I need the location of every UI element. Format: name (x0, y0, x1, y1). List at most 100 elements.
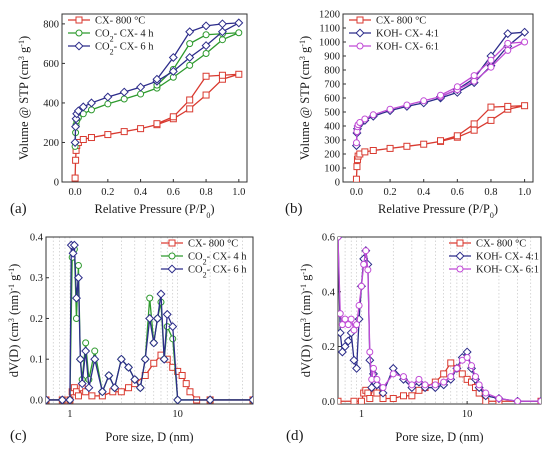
y-axis-label: dV(D) (cm3 (nm)-1 g-1) (299, 264, 314, 378)
y-tick-label: 1000 (319, 38, 340, 49)
data-point (159, 354, 169, 364)
data-point (415, 375, 423, 383)
data-point (470, 126, 478, 134)
x-tick-label: 0.2 (384, 187, 397, 198)
data-point (364, 266, 372, 274)
data-point (57, 395, 67, 404)
data-point (136, 82, 146, 92)
data-point (437, 137, 445, 145)
data-point (341, 315, 349, 323)
data-point (140, 354, 150, 364)
x-tick-label: 10 (462, 409, 473, 420)
data-point (503, 29, 513, 39)
data-point (453, 364, 461, 372)
data-point (72, 314, 80, 322)
data-point (463, 353, 471, 361)
y-tick-label: 800 (324, 66, 340, 77)
data-point (81, 346, 91, 356)
data-point (521, 102, 529, 110)
data-point (110, 383, 120, 393)
data-point (437, 91, 445, 99)
series-2 (338, 237, 541, 404)
data-point (338, 397, 342, 404)
x-axis-label: Relative Pressure (P/P0) (95, 202, 215, 220)
legend: CX- 800 °C KOH- CX- 4:1 KOH- CX- 6:1 (349, 16, 439, 53)
data-point (71, 293, 81, 303)
x-tick-label: 0.6 (167, 187, 180, 198)
data-point (347, 315, 355, 323)
data-point (153, 120, 161, 128)
data-point (119, 87, 129, 97)
data-point (186, 105, 194, 113)
data-point (475, 381, 483, 389)
data-point (447, 373, 455, 381)
y-axis-label: Volume @ STP (cm3 g-1) (298, 36, 313, 160)
data-point (173, 395, 183, 404)
data-point (152, 74, 162, 84)
data-point (135, 383, 145, 393)
data-point (373, 375, 381, 383)
data-point (71, 174, 79, 182)
series-0 (338, 359, 541, 404)
data-point (117, 388, 125, 396)
legend-label: CO2- CX- 4 h (95, 29, 154, 44)
y-tick-label: 600 (324, 94, 340, 105)
data-point (84, 383, 94, 393)
x-axis-label: Relative Pressure (P/P0) (378, 202, 498, 220)
data-point (431, 381, 439, 389)
y-tick-label: 700 (324, 80, 340, 91)
data-point (86, 98, 96, 108)
data-point (46, 395, 51, 404)
data-point (137, 125, 145, 133)
data-point (168, 66, 178, 76)
data-point (400, 392, 408, 400)
data-point (361, 148, 369, 156)
data-point (353, 321, 361, 329)
data-point (338, 237, 342, 241)
data-point (360, 260, 368, 268)
data-point (186, 388, 194, 396)
x-tick-label: 0.6 (451, 187, 464, 198)
x-tick-label: 1 (359, 409, 364, 420)
data-point (202, 72, 210, 80)
data-point (185, 27, 195, 37)
data-point (97, 387, 107, 397)
data-point (116, 354, 126, 364)
legend-label: CO2- CX- 6 h (188, 265, 247, 280)
data-point (379, 384, 387, 392)
panel-tag: (c) (10, 428, 27, 444)
data-point (168, 52, 178, 62)
data-point (88, 392, 96, 400)
ticks: 0 200 400 600 800 0.0 0.2 0.4 0.6 0.8 1.0 (43, 19, 245, 198)
legend-label: CX- 800 °C (188, 239, 238, 250)
data-point (408, 392, 416, 400)
legend-marker (167, 264, 177, 274)
data-point (150, 359, 158, 367)
data-point (361, 115, 369, 123)
y-tick-label: 600 (43, 59, 59, 70)
data-point (366, 348, 374, 356)
x-tick-label: 10 (172, 409, 183, 420)
data-point (74, 392, 82, 400)
legend-label: CX- 800 °C (95, 16, 145, 27)
data-point (87, 106, 95, 114)
series-2 (352, 38, 529, 147)
x-axis-label: Pore size, D (nm) (395, 430, 483, 444)
data-point (74, 262, 82, 270)
data-point (71, 122, 81, 132)
data-point (77, 379, 87, 389)
data-point (350, 326, 358, 334)
legend-marker (356, 16, 364, 24)
data-point (69, 240, 79, 250)
data-point (125, 384, 133, 392)
data-point (73, 106, 83, 116)
data-point (487, 56, 495, 64)
data-point (186, 96, 194, 104)
legend-label: KOH- CX- 4:1 (476, 252, 539, 263)
data-point (120, 128, 128, 136)
x-tick-label: 1.0 (518, 187, 531, 198)
legend-label: CX- 800 °C (376, 16, 426, 27)
legend-label: CO2- CX- 6 h (95, 42, 154, 57)
data-point (156, 289, 166, 299)
